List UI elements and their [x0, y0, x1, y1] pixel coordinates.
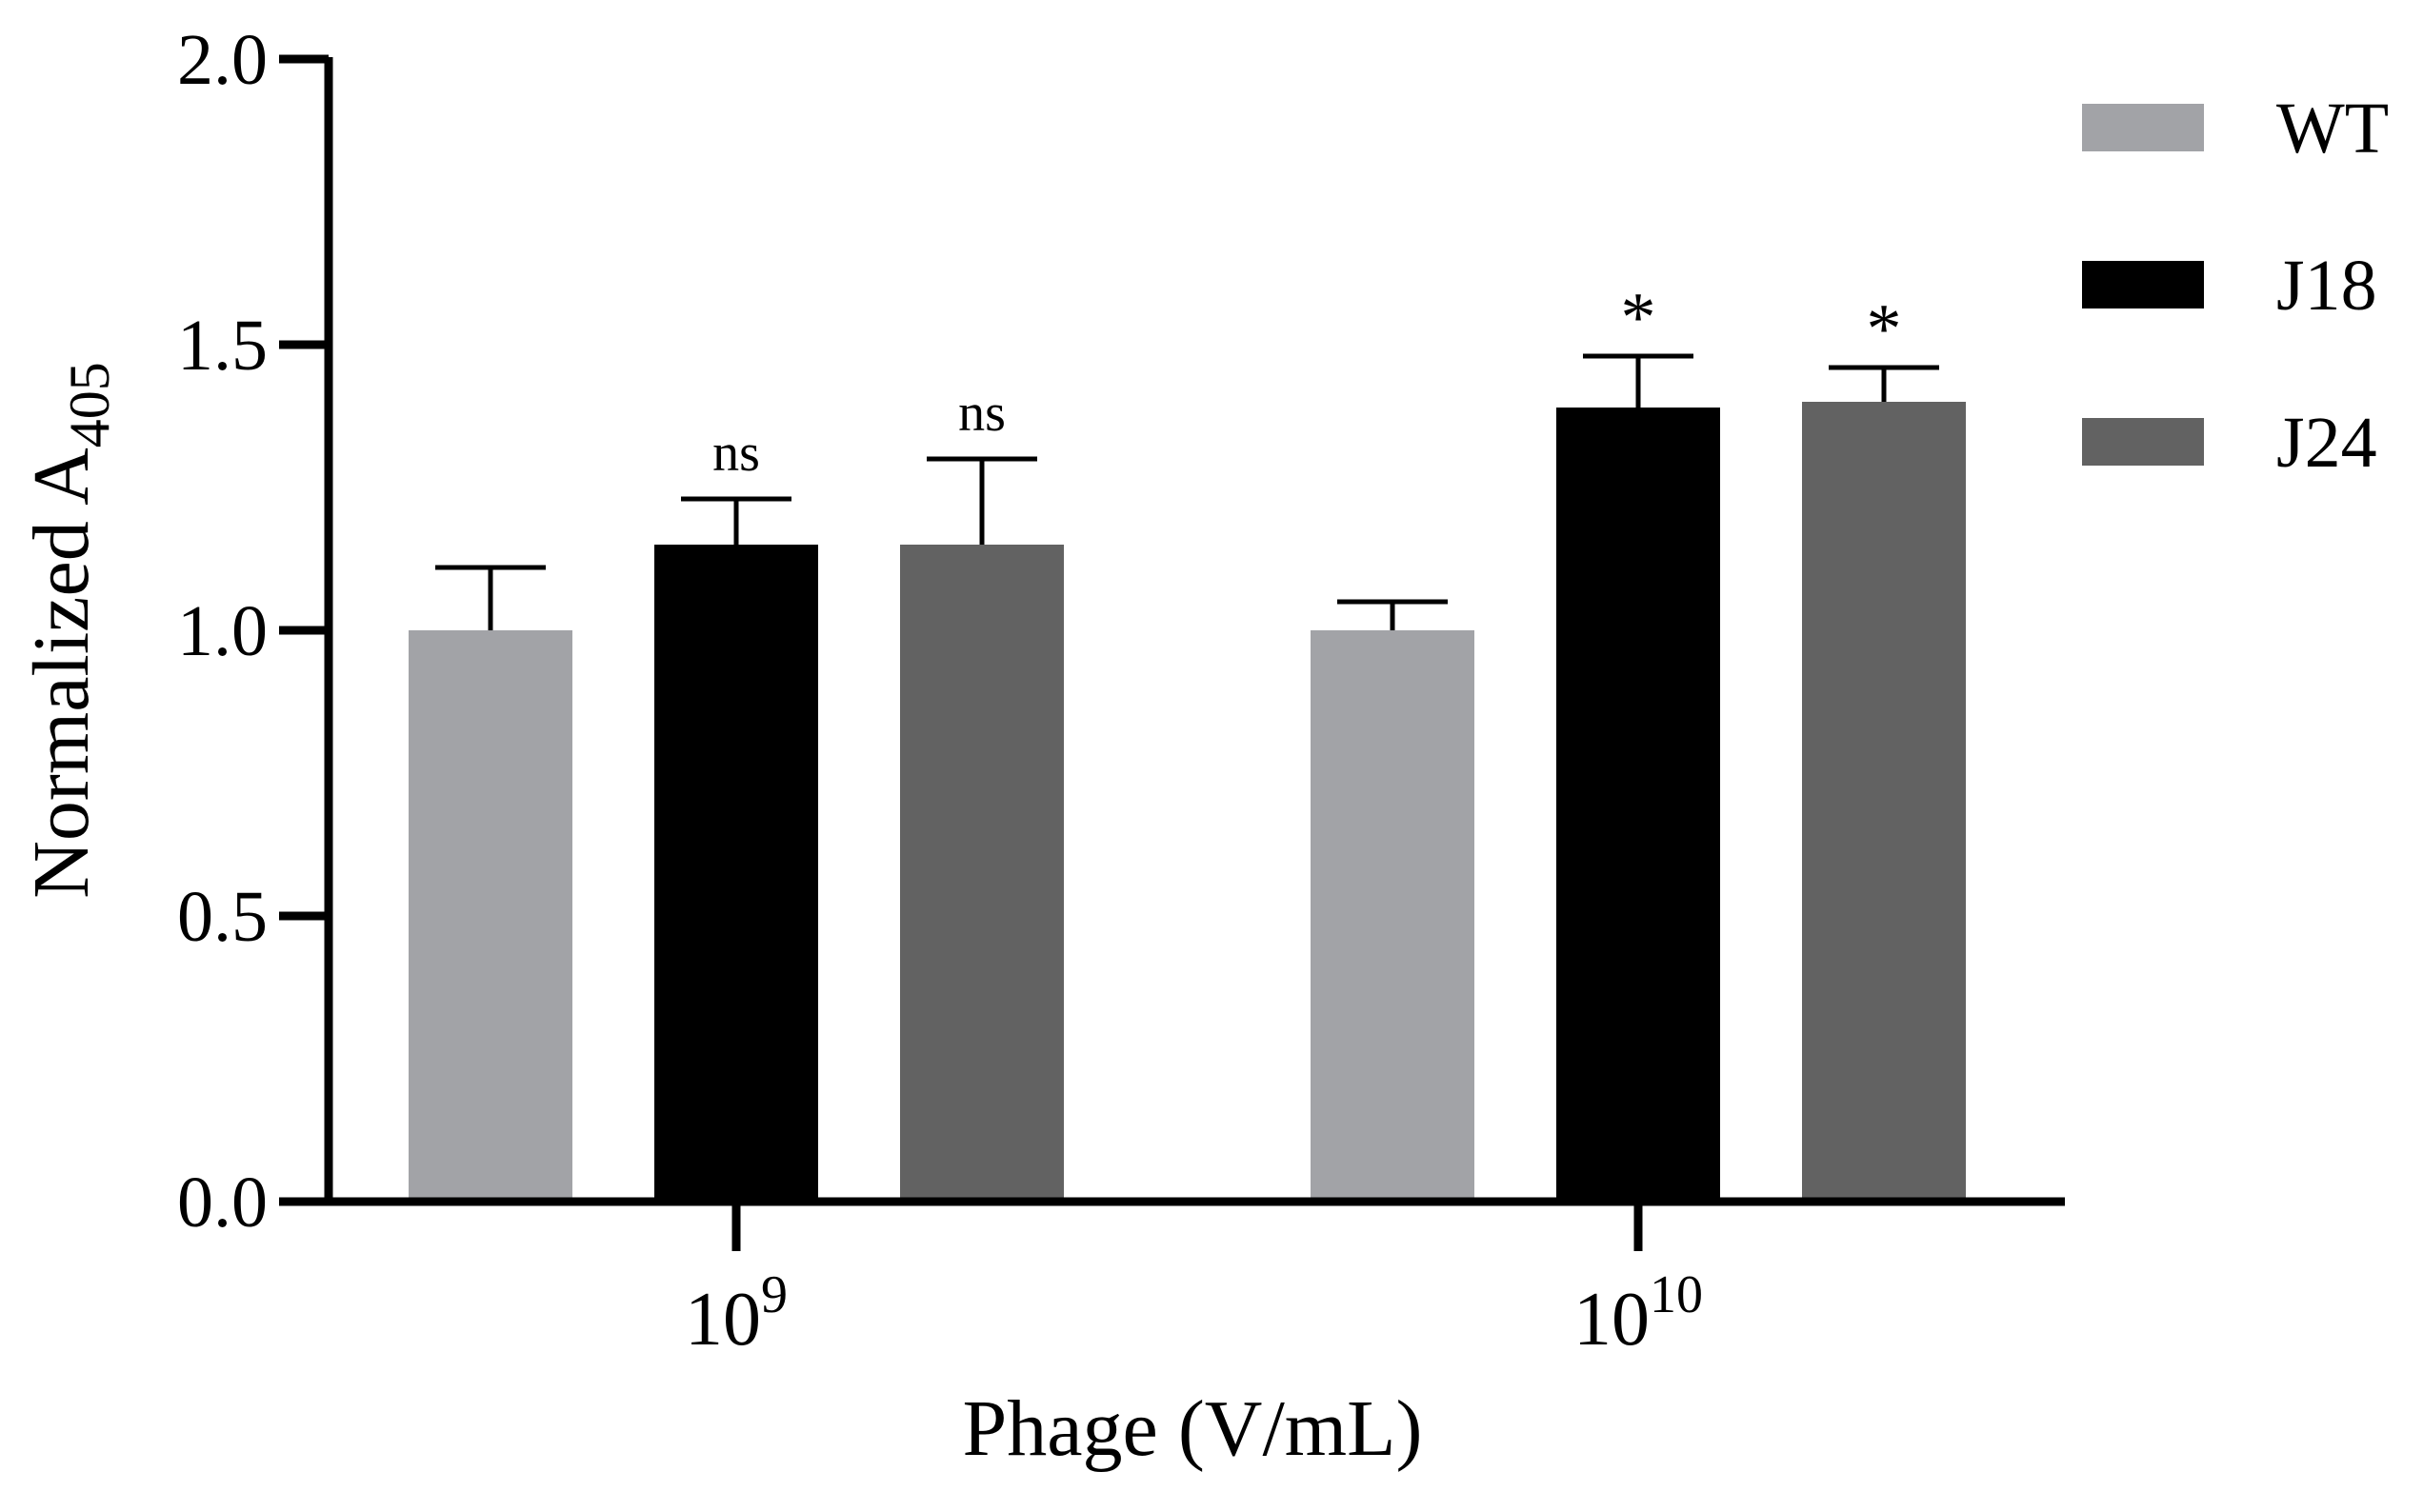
- bar-j18-1: [1556, 408, 1720, 1202]
- legend-label: WT: [2276, 89, 2389, 169]
- y-tick-label: 0.0: [177, 1163, 268, 1243]
- y-tick-label: 1.0: [177, 591, 268, 671]
- error-bar-j18-0: [681, 496, 791, 545]
- bars-layer: [409, 402, 1966, 1202]
- bar-wt-1: [1311, 630, 1474, 1202]
- axis-labels: Phage (V/mL) Normalized A405: [17, 362, 1422, 1473]
- x-axis-title: Phage (V/mL): [963, 1384, 1423, 1473]
- error-bar-j24-0: [927, 456, 1037, 545]
- axes: 0.0 0.5 1.0 1.5 2.0 109 1010: [177, 20, 2065, 1362]
- significance-label-j24-0: ns: [958, 384, 1006, 443]
- y-axis-title: Normalized A405: [17, 362, 121, 899]
- significance-label-j24-1: *: [1867, 290, 1902, 368]
- x-tick-label: 1010: [1573, 1265, 1703, 1362]
- x-tick-label: 109: [685, 1265, 788, 1362]
- y-tick-label: 0.5: [177, 877, 268, 957]
- error-bar-wt-1: [1337, 599, 1448, 630]
- legend-item-wt: WT: [2082, 89, 2389, 169]
- bar-j18-0: [654, 545, 818, 1202]
- error-bar-j24-1: [1829, 365, 1939, 402]
- legend-swatch: [2082, 104, 2204, 151]
- legend: WT J18 J24: [2082, 89, 2389, 483]
- significance-label-j18-1: *: [1621, 279, 1656, 357]
- y-axis-title-group: Normalized A405: [17, 362, 121, 899]
- bar-j24-0: [900, 545, 1064, 1202]
- legend-item-j18: J18: [2082, 246, 2377, 326]
- significance-label-j18-0: ns: [712, 424, 760, 483]
- significance-annotations: ns * ns *: [712, 279, 1901, 483]
- legend-label: J24: [2276, 403, 2377, 483]
- y-tick-label: 2.0: [177, 20, 268, 100]
- bar-wt-0: [409, 630, 572, 1202]
- legend-label: J18: [2276, 246, 2377, 326]
- legend-swatch: [2082, 261, 2204, 308]
- legend-item-j24: J24: [2082, 403, 2377, 483]
- bar-j24-1: [1802, 402, 1966, 1202]
- y-tick-label: 1.5: [177, 306, 268, 386]
- error-bar-j18-1: [1583, 353, 1693, 408]
- error-bar-wt-0: [435, 565, 546, 630]
- legend-swatch: [2082, 418, 2204, 466]
- error-bars-layer: [435, 353, 1939, 630]
